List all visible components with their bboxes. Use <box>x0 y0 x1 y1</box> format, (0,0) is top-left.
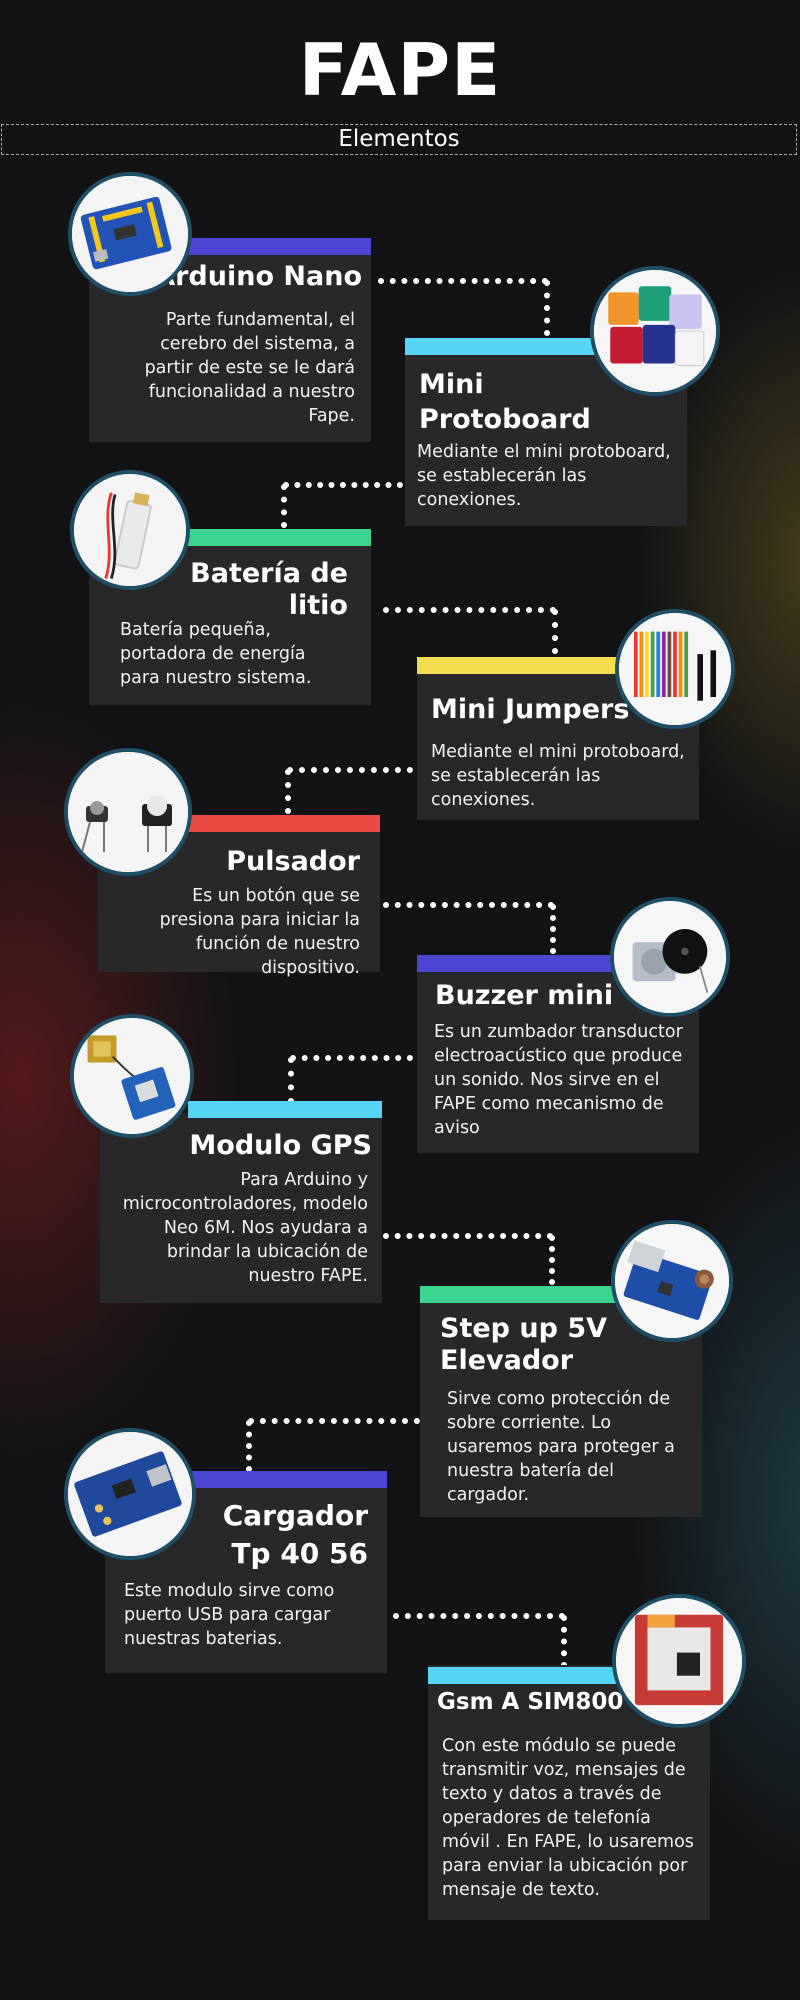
connector-line <box>552 609 558 654</box>
accent-bar <box>187 815 380 832</box>
connector-line <box>246 1420 252 1472</box>
card-description: Este modulo sirve como puerto USB para c… <box>124 1581 335 1649</box>
push-button-icon <box>64 748 192 876</box>
accent-bar <box>185 529 371 546</box>
gps-module-icon <box>70 1014 194 1138</box>
protoboard-icon <box>590 266 720 396</box>
charger-module-icon <box>64 1428 196 1560</box>
card-description: Batería pequeña, portadora de energía pa… <box>120 620 312 688</box>
connector-line <box>283 482 403 488</box>
section-subtitle: Elementos <box>1 124 797 155</box>
card-title: Buzzer mini <box>435 980 614 1011</box>
connector-line <box>544 280 550 336</box>
connector-line <box>285 769 291 814</box>
jumpers-icon <box>615 609 735 729</box>
connector-line <box>288 1057 294 1104</box>
gsm-module-icon <box>612 1594 746 1728</box>
accent-bar <box>417 955 617 972</box>
connector-line <box>550 904 556 954</box>
card-title: Mini Jumpers <box>431 694 630 725</box>
connector-line <box>281 484 287 528</box>
card-title: Batería de litio <box>190 558 348 621</box>
connector-line <box>290 1055 413 1061</box>
card-title: Gsm A SIM800 <box>437 1689 624 1715</box>
card-title: Mini Protoboard <box>419 369 591 435</box>
card-description: Mediante el mini protoboard, se establec… <box>417 442 671 510</box>
card-description: Con este módulo se puede transmitir voz,… <box>442 1736 694 1900</box>
card-description: Mediante el mini protoboard, se establec… <box>431 742 685 810</box>
connector-line <box>248 1418 420 1424</box>
arduino-nano-icon <box>68 172 192 296</box>
page-title: FAPE <box>298 28 502 112</box>
accent-bar <box>190 1471 387 1488</box>
card-title: Arduino Nano <box>154 261 362 292</box>
buzzer-icon <box>610 897 730 1017</box>
connector-line <box>383 902 554 908</box>
connector-line <box>383 607 556 613</box>
connector-line <box>393 1613 565 1619</box>
connector-line <box>287 767 413 773</box>
accent-bar <box>420 1286 620 1303</box>
card-description: Sirve como protección de sobre corriente… <box>447 1389 675 1505</box>
card-description: Es un botón que se presiona para iniciar… <box>159 886 360 978</box>
card-description: Es un zumbador transductor electroacústi… <box>434 1022 683 1138</box>
card-title: Step up 5V Elevador <box>440 1313 608 1376</box>
accent-bar <box>428 1667 623 1684</box>
accent-bar <box>180 238 371 255</box>
card-description: Para Arduino y microcontroladores, model… <box>122 1170 368 1286</box>
accent-bar <box>417 657 622 674</box>
step-up-icon <box>611 1220 733 1342</box>
connector-line <box>378 278 548 284</box>
connector-line <box>383 1233 553 1239</box>
card-title: Pulsador <box>226 846 360 877</box>
battery-icon <box>70 470 190 590</box>
card-description: Parte fundamental, el cerebro del sistem… <box>144 310 355 426</box>
accent-bar <box>405 338 595 355</box>
accent-bar <box>188 1101 382 1118</box>
connector-line <box>561 1615 567 1668</box>
connector-line <box>549 1235 555 1285</box>
card-title: Cargador Tp 40 56 <box>222 1499 368 1570</box>
component-card-modulo-gps <box>100 1113 382 1303</box>
card-title: Modulo GPS <box>189 1130 372 1161</box>
